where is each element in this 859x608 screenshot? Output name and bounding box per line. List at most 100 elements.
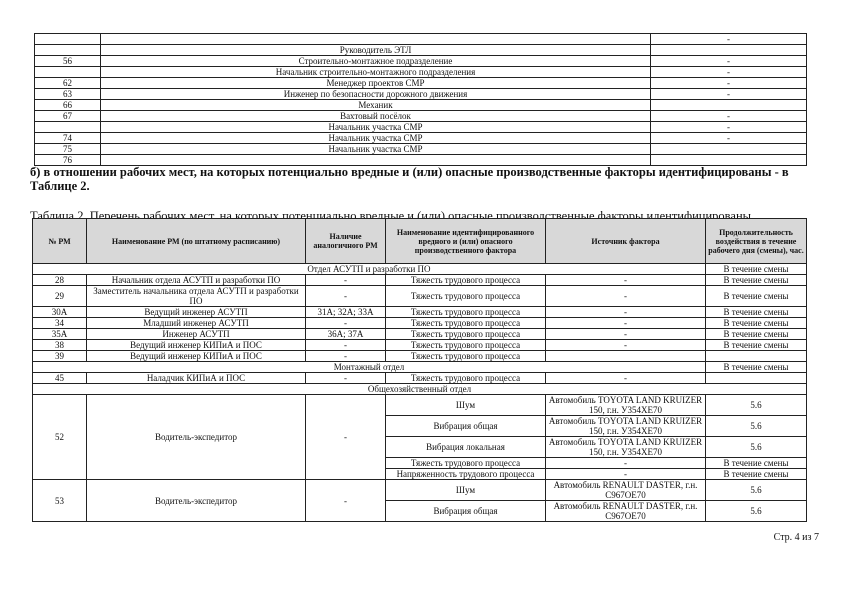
analog-rm: - [305, 479, 386, 522]
table-row: 28 Начальник отдела АСУТП и разработки ПО… [32, 274, 807, 286]
table-row: 76 [34, 154, 807, 166]
value [650, 44, 807, 56]
rm-name: Ведущий инженер АСУТП [86, 306, 306, 318]
rm-number: 28 [32, 274, 87, 286]
row-number [34, 44, 101, 56]
duration: В течение смены [705, 457, 807, 469]
duration: В течение смены [705, 274, 807, 286]
table-row: 34 Младший инженер АСУТП - Тяжесть трудовог… [32, 317, 807, 329]
duration [705, 350, 807, 362]
analog-rm: - [305, 394, 386, 480]
analog-rm: - [305, 372, 386, 384]
table-row: 30А Ведущий инженер АСУТП 31А; 32А; 33А Тяж… [32, 306, 807, 318]
value [650, 154, 807, 166]
rm-number: 35А [32, 328, 87, 340]
section-heading: б) в отношении рабочих мест, на которых … [30, 165, 789, 193]
position-name: Строительно-монтажное подразделение [100, 55, 651, 67]
header-cell: Наличие аналогичного РМ [305, 218, 386, 264]
row-number: 62 [34, 77, 101, 89]
factor-source: Автомобиль TOYOTA LAND KRUIZER 150, г.н.… [545, 415, 706, 437]
table-row: Вибрация общая Автомобиль TOYOTA LAND KRU… [33, 415, 807, 437]
value: - [650, 110, 807, 122]
factor-source: - [545, 372, 706, 384]
factor-name: Тяжесть трудового процесса [385, 274, 546, 286]
factor-source: - [545, 457, 706, 469]
table-row: 29 Заместитель начальника отдела АСУТП и … [32, 285, 807, 307]
table-row: 53 Водитель-экспедитор - Шум Автомобиль RENA… [32, 479, 807, 522]
position-name: Инженер по безопасности дорожного движен… [100, 88, 651, 100]
position-name [100, 154, 651, 166]
table-row: Руководитель ЭТЛ [34, 44, 807, 56]
factor-source: Автомобиль TOYOTA LAND KRUIZER 150, г.н.… [545, 436, 706, 458]
rm-number: 38 [32, 339, 87, 351]
row-number: 74 [34, 132, 101, 144]
rm-name: Водитель-экспедитор [86, 394, 306, 480]
duration: 5.6 [705, 394, 807, 416]
position-name: Начальник участка СМР [100, 132, 651, 144]
row-number [34, 33, 101, 45]
table-row: 39 Ведущий инженер КИПиА и ПОС - Тяжесть тр… [32, 350, 807, 362]
value: - [650, 88, 807, 100]
factor-source: - [545, 274, 706, 286]
table-row: 75 Начальник участка СМР [34, 143, 807, 155]
analog-rm: - [305, 350, 386, 362]
page-number: Стр. 4 из 7 [773, 532, 819, 543]
factor-name: Тяжесть трудового процесса [385, 457, 546, 469]
section-title: Отдел АСУТП и разработки ПО [32, 263, 706, 275]
factor-name: Шум [385, 479, 546, 501]
row-number [34, 121, 101, 133]
rm-number: 39 [32, 350, 87, 362]
rm-name: Заместитель начальника отдела АСУТП и ра… [86, 285, 306, 307]
duration: 5.6 [705, 436, 807, 458]
analog-rm: - [305, 285, 386, 307]
rm-number: 52 [32, 394, 87, 480]
section-row: Монтажный отдел В течение смены [32, 361, 807, 373]
row-number: 67 [34, 110, 101, 122]
analog-rm: 31А; 32А; 33А [305, 306, 386, 318]
table-row: 66 Механик [34, 99, 807, 111]
factor-name: Тяжесть трудового процесса [385, 285, 546, 307]
analog-rm: 36А; 37А [305, 328, 386, 340]
header-cell: Продолжительность воздействия в течение … [705, 218, 807, 264]
table-row: 35А Инженер АСУТП 36А; 37А Тяжесть трудовог… [32, 328, 807, 340]
table-row: 74 Начальник участка СМР - [34, 132, 807, 144]
table-row: 45 Наладчик КИПиА и ПОС - Тяжесть трудового… [32, 372, 807, 384]
value: - [650, 121, 807, 133]
duration: В течение смены [705, 306, 807, 318]
row-number: 56 [34, 55, 101, 67]
value: - [650, 77, 807, 89]
section-row: Отдел АСУТП и разработки ПО В течение см… [32, 263, 807, 275]
value: - [650, 132, 807, 144]
duration [705, 372, 807, 384]
duration: В течение смены [705, 285, 807, 307]
position-name [100, 33, 651, 45]
header-cell: Наименование идентифицированного вредног… [385, 218, 546, 264]
value: - [650, 66, 807, 78]
factor-source: - [545, 339, 706, 351]
factor-source: - [545, 317, 706, 329]
rm-number: 29 [32, 285, 87, 307]
rm-name: Наладчик КИПиА и ПОС [86, 372, 306, 384]
factor-name: Вибрация общая [385, 415, 546, 437]
factor-source: - [545, 306, 706, 318]
table-row: 38 Ведущий инженер КИПиА и ПОС - Тяжесть тр… [32, 339, 807, 351]
analog-rm: - [305, 339, 386, 351]
rm-name: Инженер АСУТП [86, 328, 306, 340]
table-header-row: № РМ Наименование РМ (по штатному распис… [32, 218, 807, 264]
row-number: 66 [34, 99, 101, 111]
factor-name: Тяжесть трудового процесса [385, 317, 546, 329]
factor-name: Тяжесть трудового процесса [385, 350, 546, 362]
section-row: Общехозяйственный отдел [32, 383, 807, 395]
factor-name: Тяжесть трудового процесса [385, 339, 546, 351]
table-row: Начальник участка СМР - [34, 121, 807, 133]
rm-name: Водитель-экспедитор [86, 479, 306, 522]
position-name: Механик [100, 99, 651, 111]
table-row: - [34, 33, 807, 45]
factor-name: Тяжесть трудового процесса [385, 328, 546, 340]
header-cell: Источник фактора [545, 218, 706, 264]
factor-source: - [545, 328, 706, 340]
table-2: № РМ Наименование РМ (по штатному распис… [32, 218, 807, 522]
position-name: Вахтовый посёлок [100, 110, 651, 122]
value: - [650, 33, 807, 45]
